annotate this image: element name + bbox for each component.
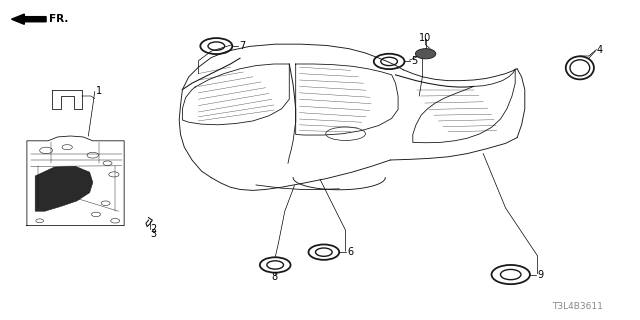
Text: T3L4B3611: T3L4B3611 xyxy=(552,302,602,311)
Text: 6: 6 xyxy=(347,247,353,257)
Polygon shape xyxy=(12,14,46,24)
Text: 2: 2 xyxy=(150,224,157,234)
Text: FR.: FR. xyxy=(49,14,68,24)
Text: 10: 10 xyxy=(419,33,431,43)
Text: 8: 8 xyxy=(271,272,278,282)
Text: 1: 1 xyxy=(96,86,102,96)
Text: 4: 4 xyxy=(596,45,603,55)
Text: 3: 3 xyxy=(150,229,157,239)
Text: 5: 5 xyxy=(411,56,417,67)
Text: 9: 9 xyxy=(538,269,544,280)
Text: 7: 7 xyxy=(239,41,246,51)
Circle shape xyxy=(415,49,436,59)
Polygon shape xyxy=(35,166,93,211)
